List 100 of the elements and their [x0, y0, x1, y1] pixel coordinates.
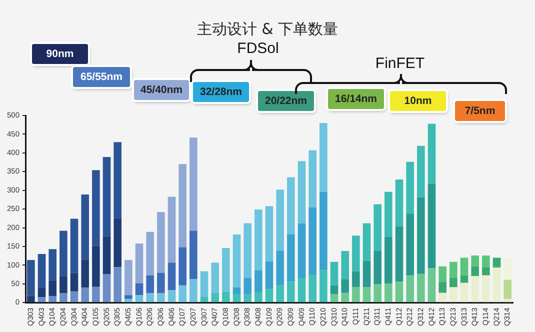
- bar: [352, 236, 360, 272]
- bar: [135, 283, 144, 296]
- bar: [70, 291, 78, 302]
- bar: [492, 267, 501, 302]
- bar: [298, 223, 306, 278]
- bar: [81, 194, 89, 260]
- bar: [406, 162, 414, 214]
- bar: [330, 285, 338, 294]
- bar: [222, 248, 230, 292]
- bar: [211, 292, 219, 302]
- bar: [200, 297, 208, 302]
- bar: [384, 284, 392, 302]
- bar: [287, 282, 295, 302]
- bar: [504, 258, 512, 280]
- bar: [38, 288, 46, 298]
- bar: [298, 161, 306, 224]
- bar: [157, 272, 165, 294]
- bar: [482, 255, 490, 268]
- bar: [38, 297, 46, 302]
- bar: [211, 262, 219, 293]
- bar: [114, 267, 122, 302]
- bar: [48, 280, 56, 296]
- bar: [254, 292, 262, 302]
- bar: [38, 254, 46, 288]
- bar: [114, 218, 122, 268]
- bar: [492, 258, 501, 266]
- bar: [178, 247, 186, 286]
- bar: [102, 236, 111, 274]
- text: 10nm: [390, 91, 446, 111]
- bar: [232, 234, 241, 288]
- bar: [27, 260, 35, 296]
- bar: [384, 192, 392, 237]
- bar: [178, 164, 186, 248]
- bar: [81, 260, 89, 288]
- bar: [60, 230, 68, 276]
- bar: [124, 298, 132, 302]
- bar: [244, 278, 252, 294]
- bar: [384, 236, 392, 284]
- bar: [374, 251, 382, 284]
- text: 32/28nm: [193, 82, 249, 102]
- bar: [428, 268, 436, 302]
- text: FinFET: [374, 55, 426, 72]
- bar: [504, 298, 512, 302]
- bar: [124, 260, 132, 296]
- bar: [450, 278, 458, 288]
- bar: [190, 279, 198, 302]
- bar: [135, 295, 144, 302]
- bar: [298, 278, 306, 302]
- bar: [406, 275, 414, 302]
- bar: [438, 292, 446, 302]
- bar: [438, 282, 446, 293]
- bar: [395, 180, 404, 226]
- bar: [308, 150, 316, 208]
- bar: [482, 275, 490, 302]
- bar: [330, 294, 338, 302]
- bar: [308, 275, 316, 302]
- bar: [168, 290, 176, 302]
- bar: [450, 287, 458, 302]
- bar: [244, 294, 252, 302]
- bar: [417, 274, 425, 302]
- text: FDSol: [236, 40, 280, 57]
- bar: [27, 296, 35, 302]
- bar: [471, 266, 479, 276]
- bar: [60, 276, 68, 294]
- bar: [417, 197, 425, 274]
- bar: [320, 270, 328, 302]
- bar: [200, 271, 208, 298]
- bar: [276, 285, 284, 302]
- bar: [352, 287, 360, 302]
- bar: [341, 279, 349, 293]
- bar: [308, 207, 316, 276]
- bar: [374, 284, 382, 302]
- text: 90nm: [32, 44, 88, 64]
- bar: [232, 294, 241, 302]
- text: 16/14nm: [328, 89, 384, 109]
- bar: [146, 275, 154, 294]
- bar: [265, 289, 274, 302]
- bar: [146, 293, 154, 302]
- bar: [222, 292, 230, 302]
- bar: [460, 258, 468, 276]
- chart-title: 主动设计 & 下单数量: [196, 20, 340, 39]
- bar: [450, 262, 458, 278]
- bar: [157, 293, 165, 302]
- bar: [362, 287, 371, 302]
- bar: [406, 214, 414, 276]
- bar: [460, 275, 468, 283]
- bar: [504, 280, 512, 299]
- bar: [320, 122, 328, 192]
- bar: [395, 282, 404, 302]
- bar: [482, 267, 490, 276]
- text: 20/22nm: [258, 91, 314, 111]
- bar: [438, 266, 446, 282]
- bar: [92, 246, 100, 287]
- bar: [276, 250, 284, 286]
- bar: [341, 251, 349, 280]
- bar: [124, 295, 132, 299]
- bar: [81, 288, 89, 302]
- bar: [428, 124, 436, 184]
- text: 45/40nm: [134, 80, 189, 100]
- bar: [417, 146, 425, 198]
